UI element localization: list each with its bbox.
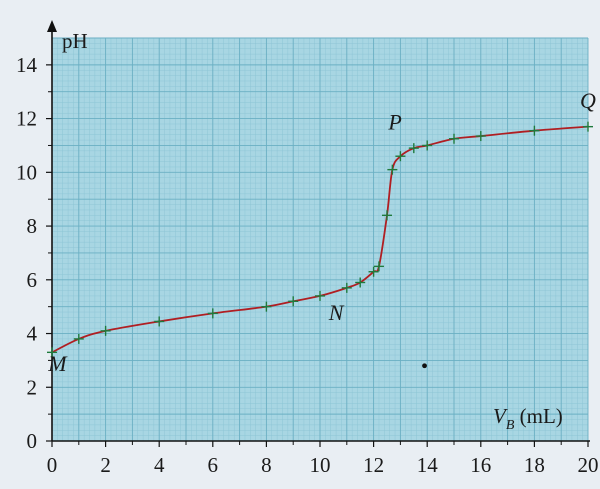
x-tick-label: 12 — [363, 453, 384, 477]
data-point-marker — [373, 261, 384, 272]
x-tick-label: 14 — [417, 453, 439, 477]
x-tick-label: 16 — [470, 453, 491, 477]
label-layer: pH VB (mL) M N P Q — [47, 29, 596, 433]
axes — [47, 20, 590, 442]
data-point-marker — [449, 133, 459, 144]
data-point-marker — [422, 140, 433, 151]
point-label-m: M — [47, 351, 68, 376]
data-point-marker — [288, 296, 299, 307]
y-tick-label: 8 — [27, 214, 38, 238]
data-point-marker — [529, 125, 540, 136]
data-point-marker — [207, 308, 218, 319]
y-tick-label: 12 — [16, 107, 37, 131]
x-tick-label: 4 — [154, 453, 165, 477]
x-tick-label: 2 — [100, 453, 111, 477]
stray-dot — [422, 363, 427, 369]
data-point-marker — [355, 277, 366, 288]
y-axis-arrow — [47, 20, 57, 32]
y-tick-label: 2 — [27, 375, 38, 399]
point-label-q: Q — [580, 88, 596, 113]
data-point-marker — [261, 301, 272, 312]
data-point-marker — [100, 325, 111, 336]
data-point-marker — [341, 282, 352, 293]
point-label-p: P — [387, 109, 401, 134]
data-point-marker — [395, 151, 406, 162]
x-tick-label: 0 — [47, 453, 58, 477]
data-point-marker — [583, 121, 593, 132]
x-tick-label: 6 — [208, 453, 219, 477]
y-tick-label: 14 — [16, 53, 38, 77]
y-tick-label: 10 — [16, 160, 37, 184]
y-axis-label: pH — [62, 29, 88, 53]
data-point-marker — [47, 347, 57, 358]
data-point-marker — [315, 290, 325, 301]
y-tick-label: 0 — [27, 429, 38, 453]
data-point-marker — [382, 210, 392, 221]
marker-layer — [47, 121, 593, 358]
grid-major — [51, 37, 589, 442]
point-label-n: N — [328, 300, 345, 325]
x-tick-label: 20 — [578, 453, 599, 477]
data-point-marker — [368, 266, 379, 277]
data-point-marker — [387, 164, 398, 175]
x-tick-label: 18 — [524, 453, 545, 477]
x-tick-label: 8 — [261, 453, 272, 477]
data-point-marker — [475, 131, 486, 142]
y-tick-label: 6 — [27, 268, 38, 292]
y-tick-label: 4 — [27, 322, 38, 346]
data-point-marker — [73, 333, 84, 344]
data-point-marker — [408, 143, 419, 154]
x-tick-label: 10 — [310, 453, 331, 477]
x-axis-label: VB (mL) — [493, 404, 563, 433]
ticks: 0 2 4 6 8 10 12 14 16 18 20 0 2 4 6 8 10 12 14 — [16, 53, 599, 477]
data-point-marker — [154, 316, 165, 327]
